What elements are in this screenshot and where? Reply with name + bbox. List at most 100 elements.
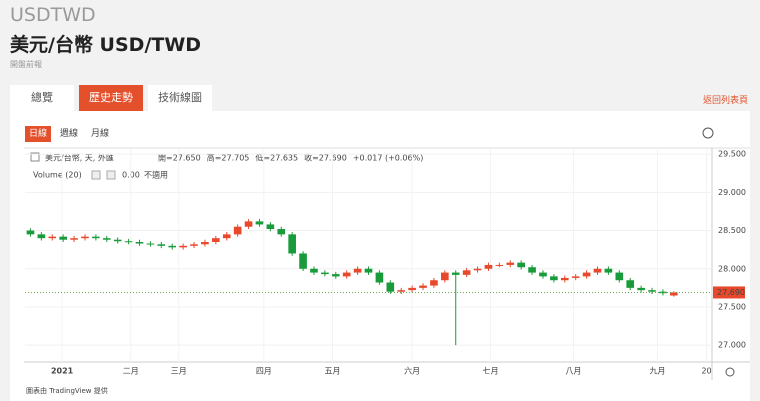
candle-body — [528, 267, 536, 273]
ohlc-label: 開=27.650 — [158, 154, 201, 163]
candle-body — [124, 241, 133, 243]
y-tick-label: 28.000 — [718, 264, 746, 273]
candle-body — [146, 243, 155, 245]
page-title: 美元/台幣 USD/TWD — [10, 34, 202, 56]
settings-button[interactable] — [702, 127, 714, 139]
candle-body — [659, 291, 667, 294]
candle-body — [430, 280, 438, 286]
candle-body — [615, 272, 624, 281]
settings-icon[interactable] — [91, 170, 101, 180]
ohlc-label: 收=27.690 — [304, 153, 347, 163]
candle-body — [539, 272, 547, 277]
candle-body — [451, 272, 460, 275]
x-tick-label: 五月 — [325, 367, 341, 376]
candle-body — [212, 238, 220, 243]
candle-body — [266, 224, 275, 230]
x-tick-label: 四月 — [256, 367, 272, 376]
ohlc-label: 低=27.635 — [255, 153, 298, 163]
x-tick-label: 八月 — [566, 367, 582, 376]
candle-body — [81, 236, 89, 239]
candle-body — [637, 287, 645, 291]
candle-body — [582, 272, 591, 277]
candle-body — [604, 268, 613, 273]
volume-label: Volume (20) — [33, 171, 82, 180]
candle-body — [495, 264, 504, 266]
candle-body — [550, 276, 558, 281]
candle-body — [506, 262, 515, 265]
collapse-icon[interactable] — [30, 152, 40, 162]
x-tick-label: 七月 — [483, 367, 499, 376]
candle-body — [113, 239, 122, 242]
y-tick-label: 29.500 — [718, 150, 746, 159]
market-status: 開盤前報 — [10, 60, 42, 69]
close-icon[interactable] — [106, 170, 116, 180]
ohlc-label: 高=27.705 — [207, 153, 250, 163]
volume-note: 不適用 — [144, 170, 168, 180]
tab-active[interactable]: 歷史走勢 — [79, 85, 143, 111]
candle-body — [179, 245, 187, 248]
x-tick-label: 三月 — [171, 367, 187, 376]
candle-body — [331, 274, 340, 277]
x-tick-label: 六月 — [404, 366, 420, 376]
x-tick-label: 2021 — [51, 367, 74, 376]
candle-body — [299, 253, 307, 269]
last-price-tag — [713, 286, 745, 299]
candle-body — [321, 272, 329, 275]
candle-body — [70, 238, 78, 240]
candle-body — [364, 268, 373, 273]
y-tick-label: 29.000 — [718, 188, 746, 197]
interval-button[interactable]: 日線 — [25, 126, 51, 142]
candle-body — [517, 262, 525, 268]
x-tick-label: 20 — [701, 367, 711, 376]
candle-body — [233, 226, 242, 235]
footer: 圖表由 TradingView 提供 — [26, 386, 108, 395]
candle-body — [288, 234, 296, 254]
candle-body — [48, 236, 57, 239]
candle-body — [157, 244, 166, 246]
candle-body — [593, 268, 602, 273]
last-price-label: 27.690 — [717, 288, 745, 297]
candle-body — [37, 234, 46, 239]
candle-body — [571, 276, 580, 278]
tab[interactable]: 總覽 — [10, 85, 74, 111]
candle-body — [255, 221, 264, 225]
y-tick-label: 28.500 — [718, 226, 746, 235]
x-tick-label: 九月 — [649, 367, 665, 376]
candle-body — [441, 272, 449, 281]
candle-body — [310, 268, 318, 273]
symbol: USDTWD — [10, 4, 96, 26]
candle-body — [462, 270, 471, 275]
candle-body — [342, 272, 351, 277]
y-tick-label: 27.000 — [718, 341, 746, 350]
symbol-label: 美元/台幣, 天, 外匯 — [45, 153, 114, 163]
candle-body — [648, 290, 656, 292]
candle-body — [277, 229, 286, 235]
interval-button[interactable]: 週線 — [59, 129, 78, 139]
candle-body — [244, 221, 253, 227]
candle-body — [102, 238, 111, 240]
candle-body — [59, 236, 67, 240]
x-tick-label: 二月 — [123, 367, 139, 376]
chart-panel — [10, 111, 750, 401]
candle-body — [670, 292, 678, 296]
candle-body — [375, 272, 384, 283]
time-settings-button[interactable] — [725, 367, 735, 377]
candle-body — [473, 268, 482, 271]
candle-body — [408, 287, 416, 291]
y-tick-label: 27.500 — [718, 302, 746, 311]
candle-body — [484, 264, 493, 269]
interval-button[interactable]: 月線 — [90, 129, 109, 139]
candle-body — [135, 242, 144, 244]
candle-body — [419, 285, 427, 288]
candle-body — [26, 230, 35, 235]
ohlc-label: +0.017 (+0.06%) — [353, 154, 424, 163]
candle-body — [190, 244, 198, 246]
candle-body — [222, 234, 231, 239]
back-link[interactable]: 返回列表頁 — [702, 96, 748, 106]
candle-body — [397, 290, 406, 292]
candle-body — [626, 280, 635, 288]
candle-body — [560, 277, 569, 281]
tab[interactable]: 技術線圖 — [148, 85, 212, 111]
